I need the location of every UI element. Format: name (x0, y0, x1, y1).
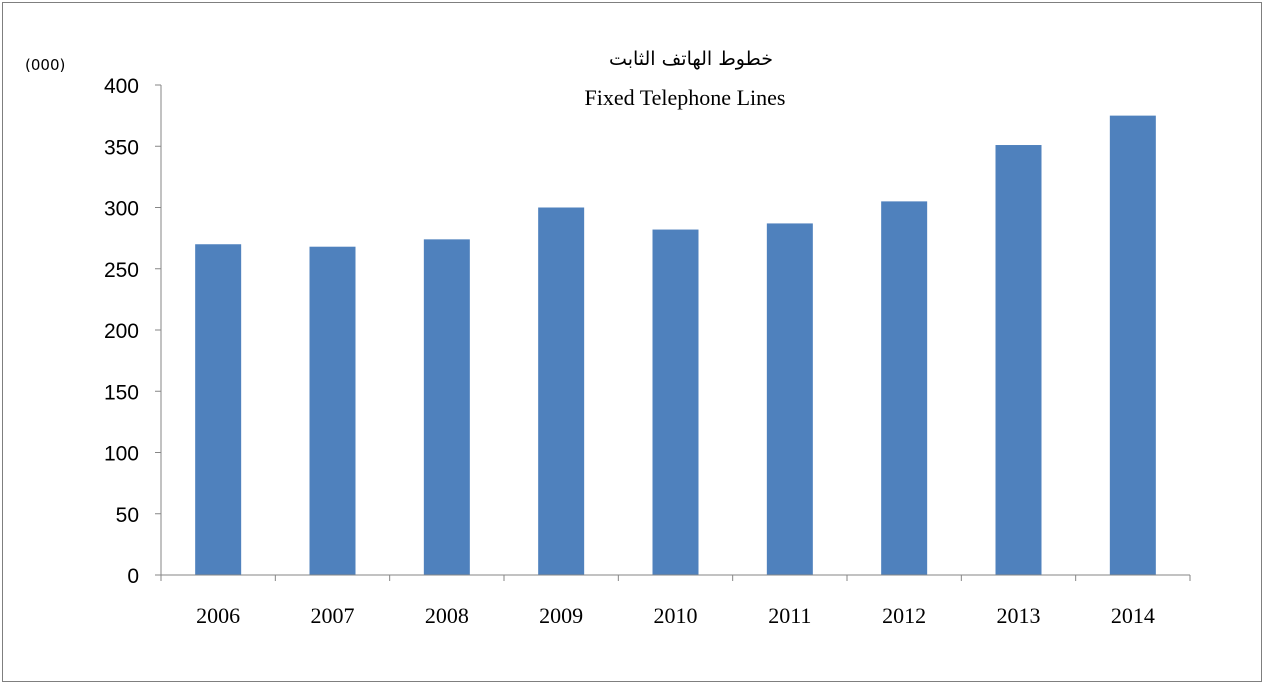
y-tick-label: 50 (116, 504, 139, 527)
y-axis-ticks: 0 50 100 150 200 250 300 350 400 (104, 75, 161, 588)
y-unit-label: (000) (25, 56, 65, 74)
bar-2010 (652, 229, 699, 576)
bar-2008 (423, 239, 470, 575)
bar-2012 (881, 201, 928, 575)
bars (195, 115, 1156, 576)
x-tick-label: 2013 (997, 603, 1041, 628)
y-tick-label: 400 (104, 75, 139, 98)
x-tick-label: 2007 (311, 603, 355, 628)
x-tick-label: 2010 (654, 603, 698, 628)
y-tick-label: 100 (104, 443, 139, 466)
bar-2009 (538, 207, 585, 575)
bar-2013 (995, 145, 1042, 575)
chart-subtitle: Fixed Telephone Lines (585, 85, 786, 110)
y-tick-label: 0 (127, 565, 139, 588)
x-tick-label: 2012 (882, 603, 926, 628)
bar-2014 (1109, 115, 1156, 575)
x-tick-label: 2014 (1111, 603, 1155, 628)
x-axis-ticks: 2006 2007 2008 2009 2010 2011 2012 2013 2014 (160, 575, 1191, 628)
x-tick-label: 2006 (196, 603, 240, 628)
x-tick-label: 2011 (768, 603, 811, 628)
y-tick-label: 250 (104, 259, 139, 282)
bar-2006 (195, 244, 242, 575)
chart-svg: خطوط الهاتف الثابت Fixed Telephone Lines… (25, 48, 1191, 628)
bar-2007 (309, 246, 356, 575)
y-tick-label: 300 (104, 198, 139, 221)
y-tick-label: 150 (104, 381, 139, 404)
x-tick-label: 2008 (425, 603, 469, 628)
chart-title: خطوط الهاتف الثابت (609, 48, 773, 70)
y-tick-label: 200 (104, 320, 139, 343)
x-tick-label: 2009 (539, 603, 583, 628)
y-tick-label: 350 (104, 136, 139, 159)
bar-2011 (766, 223, 813, 576)
